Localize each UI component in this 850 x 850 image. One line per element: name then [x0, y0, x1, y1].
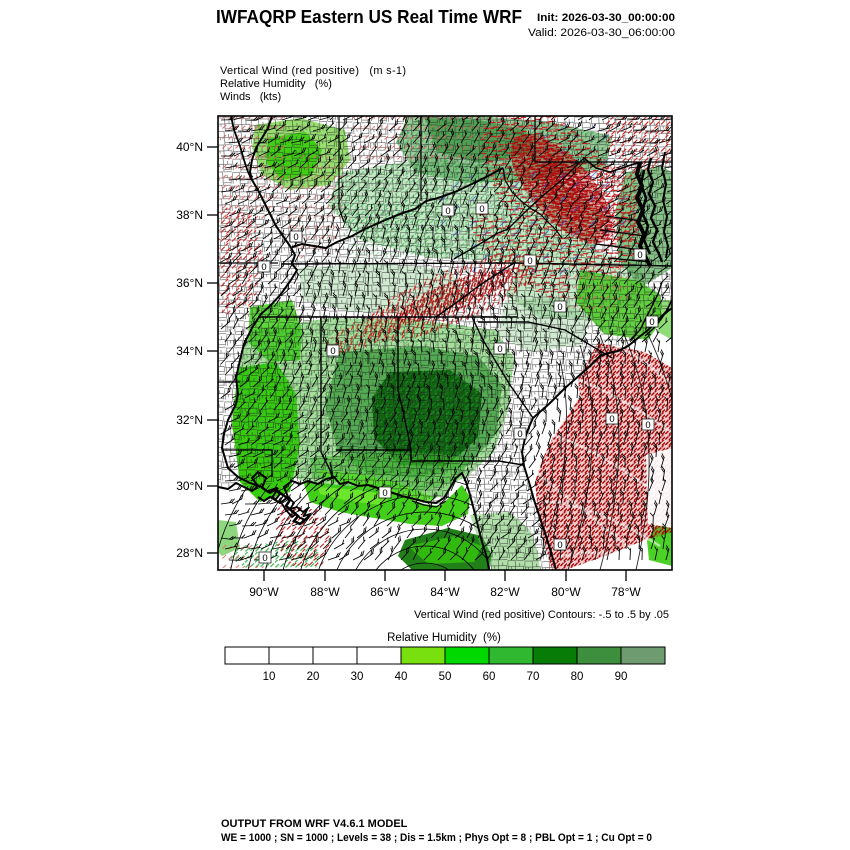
svg-text:0: 0: [557, 540, 562, 551]
svg-text:0: 0: [609, 414, 614, 425]
svg-text:Relative Humidity (%): Relative Humidity (%): [387, 632, 501, 644]
svg-text:Init: 2026-03-30_00:00:00: Init: 2026-03-30_00:00:00: [537, 12, 675, 24]
svg-text:Relative Humidity (%): Relative Humidity (%): [220, 78, 332, 90]
svg-text:0: 0: [557, 302, 562, 313]
svg-text:Vertical Wind (red positive) C: Vertical Wind (red positive) Contours: -…: [414, 609, 669, 621]
svg-text:78°W: 78°W: [611, 585, 641, 599]
svg-text:80: 80: [571, 671, 584, 683]
svg-text:0: 0: [330, 346, 335, 357]
svg-text:38°N: 38°N: [176, 208, 203, 222]
svg-text:40: 40: [395, 671, 408, 683]
svg-text:40°N: 40°N: [176, 140, 203, 154]
svg-text:0: 0: [479, 204, 484, 215]
svg-text:Valid: 2026-03-30_06:00:00: Valid: 2026-03-30_06:00:00: [528, 27, 675, 39]
svg-text:28°N: 28°N: [176, 546, 203, 560]
svg-text:IWFAQRP Eastern US Real Time W: IWFAQRP Eastern US Real Time WRF: [216, 6, 522, 27]
svg-text:0: 0: [527, 256, 532, 267]
svg-text:50: 50: [439, 671, 452, 683]
svg-text:0: 0: [645, 420, 650, 431]
svg-text:10: 10: [263, 671, 276, 683]
svg-text:0: 0: [637, 250, 642, 261]
svg-text:Vertical Wind (red positive): Vertical Wind (red positive) (m s-1): [220, 65, 406, 77]
svg-text:0: 0: [517, 429, 522, 440]
svg-text:34°N: 34°N: [176, 344, 203, 358]
svg-text:WE = 1000 ; SN = 1000 ; Levels: WE = 1000 ; SN = 1000 ; Levels = 38 ; Di…: [221, 832, 652, 844]
svg-text:36°N: 36°N: [176, 276, 203, 290]
svg-text:0: 0: [649, 317, 654, 328]
svg-text:OUTPUT FROM WRF V4.6.1 MODEL: OUTPUT FROM WRF V4.6.1 MODEL: [221, 818, 408, 830]
svg-text:0: 0: [261, 262, 266, 273]
svg-text:86°W: 86°W: [370, 585, 400, 599]
svg-text:30: 30: [351, 671, 364, 683]
svg-text:90: 90: [615, 671, 628, 683]
svg-text:30°N: 30°N: [176, 479, 203, 493]
svg-text:0: 0: [497, 344, 502, 355]
svg-text:70: 70: [527, 671, 540, 683]
svg-text:Winds (kts): Winds (kts): [220, 91, 281, 103]
svg-text:84°W: 84°W: [430, 585, 460, 599]
svg-text:0: 0: [293, 232, 298, 243]
svg-text:0: 0: [262, 553, 267, 564]
svg-text:0: 0: [382, 488, 387, 499]
svg-text:90°W: 90°W: [249, 585, 279, 599]
svg-text:20: 20: [307, 671, 320, 683]
svg-text:80°W: 80°W: [551, 585, 581, 599]
svg-text:60: 60: [483, 671, 496, 683]
svg-text:88°W: 88°W: [310, 585, 340, 599]
svg-text:32°N: 32°N: [176, 413, 203, 427]
svg-text:82°W: 82°W: [490, 585, 520, 599]
svg-text:0: 0: [445, 206, 450, 217]
